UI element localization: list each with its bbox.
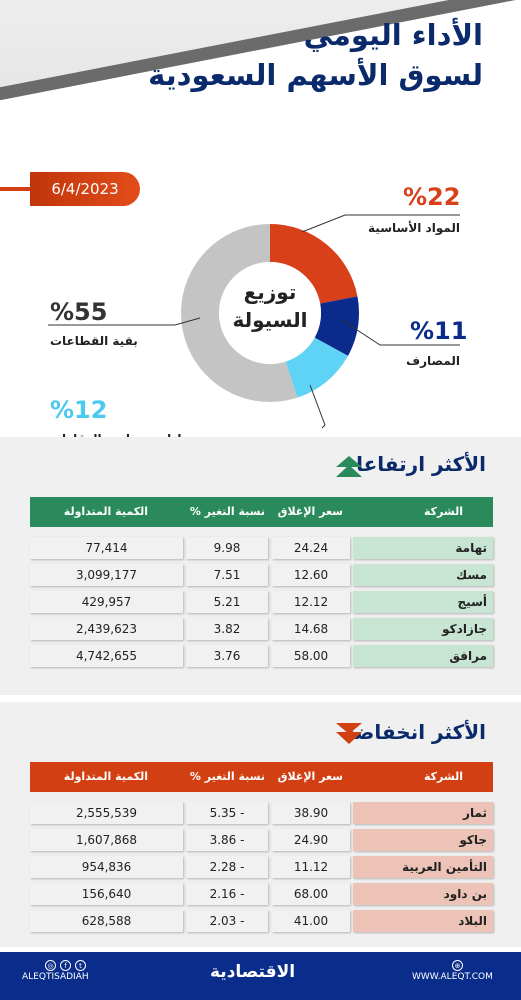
losers-title: الأكثر انخفاضا xyxy=(347,720,486,744)
table-row: البلاد 41.00 2.03 -628,588 xyxy=(30,910,493,932)
col-volume: الكمية المتداولة xyxy=(63,770,148,783)
losers-section xyxy=(0,702,521,947)
label-banks: المصارف xyxy=(406,354,460,368)
donut-center-line2: السيولة xyxy=(232,308,308,332)
col-change: نسبة التغير % xyxy=(189,770,265,783)
volume-cell: 1,607,868 xyxy=(30,829,183,851)
close-price-cell: 24.90 xyxy=(272,829,350,851)
donut-center-line1: توزيع xyxy=(243,280,297,304)
volume-cell: 954,836 xyxy=(30,856,183,878)
volume-cell: 2,555,539 xyxy=(30,802,183,824)
pct-realestate: %12 xyxy=(50,396,108,424)
donut-center-label: توزيع السيولة xyxy=(213,278,327,334)
gainers-title: الأكثر ارتفاعا xyxy=(356,452,486,476)
pct-materials: %22 xyxy=(403,183,461,211)
col-company: الشركة xyxy=(423,770,463,783)
col-close: سعر الإغلاق xyxy=(277,505,343,518)
close-price-cell: 12.60 xyxy=(272,564,350,586)
date-badge: 6/4/2023 xyxy=(30,172,140,206)
company-name-cell: البلاد xyxy=(353,910,493,932)
company-name-cell: ثمار xyxy=(353,802,493,824)
close-price-cell: 24.24 xyxy=(272,537,350,559)
volume-cell: 3,099,177 xyxy=(30,564,183,586)
table-row: بن داود 68.00 2.16 -156,640 xyxy=(30,883,493,905)
footer-bar: t f ◎ ALEQTISADIAH الاقتصادية ⊕ WWW.ALEQ… xyxy=(0,952,521,1000)
table-row: جازادكو 14.68 3.82 2,439,623 xyxy=(30,618,493,640)
instagram-icon[interactable]: ◎ xyxy=(45,960,56,971)
change-pct-cell: 2.28 - xyxy=(186,856,268,878)
donut-segment-1 xyxy=(181,224,359,402)
close-price-cell: 38.90 xyxy=(272,802,350,824)
facebook-icon[interactable]: f xyxy=(60,960,71,971)
volume-cell: 156,640 xyxy=(30,883,183,905)
change-pct-cell: 7.51 xyxy=(186,564,268,586)
table-row: التأمين العربية 11.12 2.28 -954,836 xyxy=(30,856,493,878)
col-company: الشركة xyxy=(423,505,463,518)
globe-icon: ⊕ xyxy=(452,960,463,971)
company-name-cell: بن داود xyxy=(353,883,493,905)
change-pct-cell: 5.35 - xyxy=(186,802,268,824)
volume-cell: 2,439,623 xyxy=(30,618,183,640)
pct-banks: %11 xyxy=(410,317,468,345)
label-others: بقية القطاعات xyxy=(50,334,138,348)
page-title-line2: لسوق الأسهم السعودية xyxy=(148,58,483,92)
table-row: مرافق 58.00 3.76 4,742,655 xyxy=(30,645,493,667)
arrow-down-icon xyxy=(336,723,362,744)
company-name-cell: جاكو xyxy=(353,829,493,851)
close-price-cell: 68.00 xyxy=(272,883,350,905)
change-pct-cell: 2.03 - xyxy=(186,910,268,932)
company-name-cell: مرافق xyxy=(353,645,493,667)
company-name-cell: التأمين العربية xyxy=(353,856,493,878)
header-banner: الأداء اليومي لسوق الأسهم السعودية xyxy=(0,0,521,150)
change-pct-cell: 9.98 xyxy=(186,537,268,559)
close-price-cell: 41.00 xyxy=(272,910,350,932)
label-materials: المواد الأساسية xyxy=(368,221,460,235)
volume-cell: 77,414 xyxy=(30,537,183,559)
losers-table-header: الشركة سعر الإغلاق نسبة التغير % الكمية … xyxy=(30,762,493,792)
company-name-cell: مسك xyxy=(353,564,493,586)
table-row: جاكو 24.90 3.86 -1,607,868 xyxy=(30,829,493,851)
volume-cell: 628,588 xyxy=(30,910,183,932)
website-link[interactable]: WWW.ALEQT.COM xyxy=(412,972,493,982)
leader-line-others xyxy=(48,317,201,326)
leader-line-materials xyxy=(301,214,460,233)
table-row: ثمار 38.90 5.35 -2,555,539 xyxy=(30,802,493,824)
col-volume: الكمية المتداولة xyxy=(63,505,148,518)
social-handle[interactable]: ALEQTISADIAH xyxy=(22,972,89,982)
brand-logo: الاقتصادية xyxy=(210,962,296,982)
pct-others: %55 xyxy=(50,298,108,326)
change-pct-cell: 3.86 - xyxy=(186,829,268,851)
date-pill-tail xyxy=(0,187,30,191)
company-name-cell: جازادكو xyxy=(353,618,493,640)
table-row: أسيج 12.12 5.21 429,957 xyxy=(30,591,493,613)
company-name-cell: أسيج xyxy=(353,591,493,613)
donut-segment-3 xyxy=(181,224,359,402)
change-pct-cell: 2.16 - xyxy=(186,883,268,905)
col-change: نسبة التغير % xyxy=(189,505,265,518)
leader-line-banks xyxy=(341,319,460,346)
leader-lines xyxy=(48,214,460,429)
change-pct-cell: 5.21 xyxy=(186,591,268,613)
table-row: مسك 12.60 7.51 3,099,177 xyxy=(30,564,493,586)
donut-hole xyxy=(219,262,321,364)
leader-line-realestate xyxy=(309,384,326,429)
close-price-cell: 11.12 xyxy=(272,856,350,878)
gainers-table-header: الشركة سعر الإغلاق نسبة التغير % الكمية … xyxy=(30,497,493,527)
page-title-line1: الأداء اليومي xyxy=(303,18,483,52)
col-close: سعر الإغلاق xyxy=(277,770,343,783)
table-row: تهامة 24.24 9.98 77,414 xyxy=(30,537,493,559)
change-pct-cell: 3.76 xyxy=(186,645,268,667)
volume-cell: 4,742,655 xyxy=(30,645,183,667)
liquidity-donut-chart xyxy=(181,224,359,402)
close-price-cell: 14.68 xyxy=(272,618,350,640)
company-name-cell: تهامة xyxy=(353,537,493,559)
twitter-icon[interactable]: t xyxy=(75,960,86,971)
change-pct-cell: 3.82 xyxy=(186,618,268,640)
arrow-up-icon xyxy=(336,456,362,477)
volume-cell: 429,957 xyxy=(30,591,183,613)
close-price-cell: 12.12 xyxy=(272,591,350,613)
close-price-cell: 58.00 xyxy=(272,645,350,667)
